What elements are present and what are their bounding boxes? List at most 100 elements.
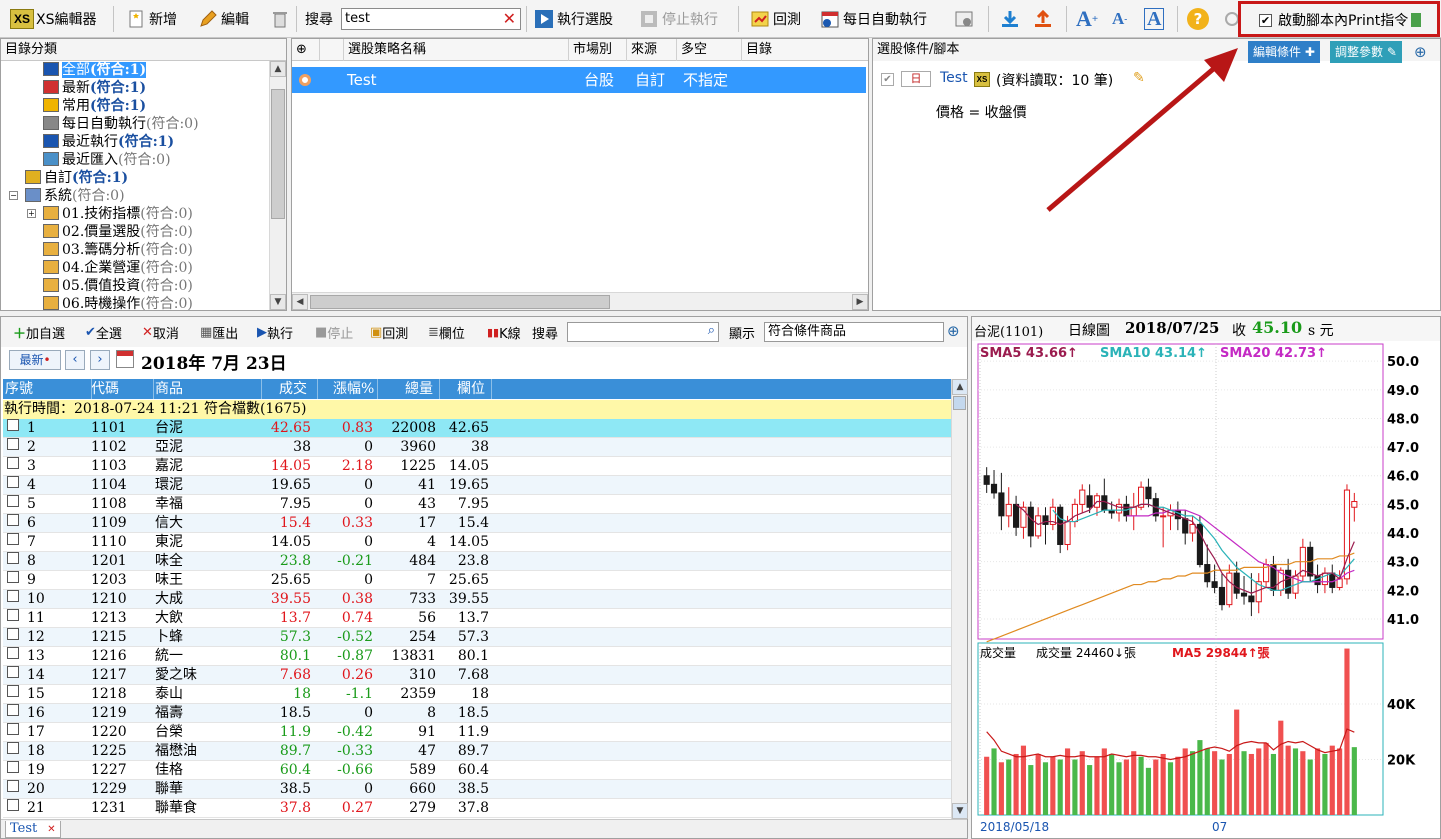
xs-editor-button[interactable]: XS XS編輯器: [10, 6, 96, 32]
col-seq[interactable]: 序號: [5, 381, 33, 397]
table-row[interactable]: 1 1101 台泥 42.65 0.83 22008 42.65: [3, 419, 951, 438]
table-row[interactable]: 4 1104 環泥 19.65 0 41 19.65: [3, 476, 951, 495]
table-row[interactable]: 10 1210 大成 39.55 0.38 733 39.55: [3, 590, 951, 609]
results-search-input[interactable]: ⌕: [567, 322, 719, 342]
stop-button[interactable]: 停止執行: [639, 6, 718, 32]
row-checkbox[interactable]: [7, 723, 19, 735]
table-row[interactable]: 9 1203 味王 25.65 0 7 25.65: [3, 571, 951, 590]
table-row[interactable]: 19 1227 佳格 60.4 -0.66 589 60.4: [3, 761, 951, 780]
scroll-up-icon[interactable]: ▲: [270, 61, 286, 77]
row-checkbox[interactable]: [7, 457, 19, 469]
table-row[interactable]: 18 1225 福懋油 89.7 -0.33 47 89.7: [3, 742, 951, 761]
close-tab-icon[interactable]: ✕: [47, 824, 56, 835]
table-row[interactable]: 2 1102 亞泥 38 0 3960 38: [3, 438, 951, 457]
table-row[interactable]: 13 1216 統一 80.1 -0.87 13831 80.1: [3, 647, 951, 666]
export-button[interactable]: [1033, 6, 1056, 32]
row-checkbox[interactable]: [7, 704, 19, 716]
scroll-right-icon[interactable]: ▶: [852, 294, 868, 310]
tree-item[interactable]: 常用(符合:1): [43, 97, 146, 115]
zoom-icon[interactable]: ⊕: [292, 39, 320, 61]
columns-button[interactable]: ≣ 欄位: [428, 324, 465, 342]
row-checkbox[interactable]: [7, 419, 19, 431]
clear-icon[interactable]: ✕: [502, 9, 516, 28]
table-row[interactable]: 5 1108 幸福 7.95 0 43 7.95: [3, 495, 951, 514]
row-checkbox[interactable]: [7, 514, 19, 526]
zoom-icon[interactable]: ⊕: [947, 322, 960, 340]
row-checkbox[interactable]: [7, 685, 19, 697]
tree-item[interactable]: 03.籌碼分析(符合:0): [43, 241, 193, 259]
period-badge[interactable]: 日: [901, 71, 931, 87]
row-checkbox[interactable]: [7, 628, 19, 640]
script-name[interactable]: Test: [940, 70, 968, 86]
tree-item[interactable]: 最近執行(符合:1): [43, 133, 174, 151]
row-checkbox[interactable]: [7, 742, 19, 754]
table-row[interactable]: 17 1220 台榮 11.9 -0.42 91 11.9: [3, 723, 951, 742]
expand-icon[interactable]: +: [27, 209, 36, 218]
table-row[interactable]: 21 1231 聯華食 37.8 0.27 279 37.8: [3, 799, 951, 818]
calendar-icon[interactable]: [116, 350, 134, 368]
font-reset-icon[interactable]: A: [1144, 8, 1165, 30]
delete-button[interactable]: [270, 6, 293, 32]
cancel-button[interactable]: ✕ 取消: [142, 324, 179, 342]
tree-item[interactable]: 05.價值投資(符合:0): [43, 277, 193, 295]
tree-item[interactable]: 系統(符合:0) −: [9, 187, 125, 205]
next-date-icon[interactable]: ›: [90, 350, 110, 370]
tree-item[interactable]: 01.技術指標(符合:0) +: [27, 205, 193, 223]
daily-auto-button[interactable]: 每日自動執行: [820, 6, 927, 32]
table-row[interactable]: 15 1218 泰山 18 -1.1 2359 18: [3, 685, 951, 704]
row-checkbox[interactable]: [7, 761, 19, 773]
tab-test[interactable]: Test ✕: [5, 821, 61, 838]
table-row[interactable]: 11 1213 大飲 13.7 0.74 56 13.7: [3, 609, 951, 628]
tree-item[interactable]: 最新(符合:1): [43, 79, 146, 97]
results-scrollbar[interactable]: ▲ ▼: [951, 379, 968, 819]
table-row[interactable]: 20 1229 聯華 38.5 0 660 38.5: [3, 780, 951, 799]
adjust-params-button[interactable]: 調整參數 ✎: [1330, 41, 1402, 63]
table-row[interactable]: 8 1201 味全 23.8 -0.21 484 23.8: [3, 552, 951, 571]
col-folder[interactable]: 目錄: [746, 42, 773, 57]
table-row[interactable]: 16 1219 福壽 18.5 0 8 18.5: [3, 704, 951, 723]
tree-scrollbar[interactable]: ▲ ▼: [269, 61, 286, 310]
tree-item[interactable]: 每日自動執行(符合:0): [43, 115, 199, 133]
schedule-settings-button[interactable]: [954, 6, 977, 32]
scroll-left-icon[interactable]: ◀: [292, 294, 308, 310]
tree-item[interactable]: 最近匯入(符合:0): [43, 151, 171, 169]
col-strategy-name[interactable]: 選股策略名稱: [344, 39, 569, 61]
print-option-checkbox[interactable]: ✔ 啟動腳本內Print指令: [1259, 7, 1422, 33]
scroll-up-icon[interactable]: ▲: [952, 379, 968, 395]
import-button[interactable]: [1000, 6, 1023, 32]
col-name[interactable]: 商品: [155, 381, 183, 397]
new-button[interactable]: 新增: [126, 6, 177, 32]
hscroll-thumb[interactable]: [310, 295, 610, 309]
prev-date-icon[interactable]: ‹: [65, 350, 85, 370]
edit-button[interactable]: 編輯: [198, 6, 249, 32]
stock-chart[interactable]: 50.0 49.0 48.0 47.0 46.0 45.0 44.0 43.0 42.0 41.0…: [972, 341, 1440, 837]
show-select[interactable]: 符合條件商品: [764, 322, 944, 342]
col-price[interactable]: 成交: [279, 381, 307, 397]
scroll-thumb[interactable]: [271, 89, 285, 219]
row-checkbox[interactable]: [7, 533, 19, 545]
row-checkbox[interactable]: [7, 571, 19, 583]
row-checkbox[interactable]: [7, 495, 19, 507]
col-change[interactable]: 漲幅%: [333, 381, 375, 397]
tree-item[interactable]: 02.價量選股(符合:0): [43, 223, 193, 241]
col-source[interactable]: 來源: [627, 39, 677, 61]
strategy-hscroll[interactable]: ◀ ▶: [292, 292, 868, 310]
row-checkbox[interactable]: [7, 666, 19, 678]
row-checkbox[interactable]: [7, 780, 19, 792]
col-volume[interactable]: 總量: [405, 381, 433, 397]
pencil-icon[interactable]: ✎: [1133, 70, 1145, 86]
kline-button[interactable]: ▮▮ K線: [487, 325, 521, 342]
tree-item[interactable]: 自訂(符合:1): [25, 169, 128, 187]
run-screen-button[interactable]: 執行選股: [534, 6, 613, 32]
stop-results-button[interactable]: ■ 停止: [315, 324, 354, 342]
table-row[interactable]: 6 1109 信大 15.4 0.33 17 15.4: [3, 514, 951, 533]
row-checkbox[interactable]: [7, 552, 19, 564]
row-checkbox[interactable]: [7, 438, 19, 450]
scroll-down-icon[interactable]: ▼: [952, 803, 968, 819]
select-all-button[interactable]: ✔ 全選: [85, 324, 122, 342]
row-checkbox[interactable]: [7, 647, 19, 659]
table-row[interactable]: 7 1110 東泥 14.05 0 4 14.05: [3, 533, 951, 552]
scroll-thumb[interactable]: [953, 396, 966, 410]
strategy-row[interactable]: Test 台股 自訂 不指定: [292, 67, 866, 93]
zoom-icon[interactable]: ⊕: [1414, 43, 1427, 61]
